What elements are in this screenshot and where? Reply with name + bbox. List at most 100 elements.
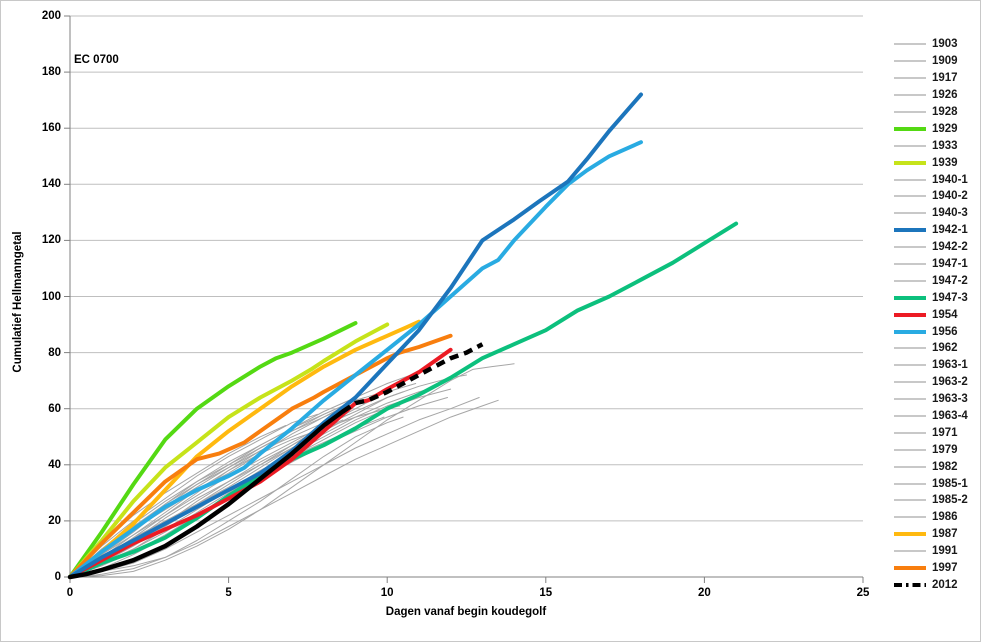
y-tick-label: 120 — [41, 234, 61, 247]
x-tick-label: 5 — [225, 587, 232, 599]
series-line-1929 — [68, 321, 358, 579]
legend-line-sample — [894, 449, 926, 451]
legend-item-1928[interactable]: 1928 — [893, 104, 979, 121]
y-tick-label: 20 — [48, 514, 61, 527]
legend-item-1933[interactable]: 1933 — [893, 137, 979, 154]
legend-item-1909[interactable]: 1909 — [893, 53, 979, 70]
legend-item-1985-1[interactable]: 1985-1 — [893, 475, 979, 492]
legend-label: 1954 — [932, 308, 958, 321]
legend-label: 1939 — [932, 156, 958, 169]
y-tick-label: 40 — [48, 458, 61, 471]
legend-item-1954[interactable]: 1954 — [893, 306, 979, 323]
legend-item-1942-2[interactable]: 1942-2 — [893, 239, 979, 256]
legend-line-sample — [894, 228, 926, 233]
legend-item-1987[interactable]: 1987 — [893, 526, 979, 543]
legend-item-2012[interactable]: 2012 — [893, 577, 979, 594]
legend-item-1963-2[interactable]: 1963-2 — [893, 374, 979, 391]
x-tick-label: 10 — [380, 587, 394, 599]
legend-line-sample — [894, 94, 926, 96]
legend-item-1917[interactable]: 1917 — [893, 70, 979, 87]
legend-line-sample — [894, 126, 926, 131]
legend: 1903 1909 1917 1926 1928 1929 1933 1939 1940-1 19… — [893, 36, 979, 593]
legend-item-1982[interactable]: 1982 — [893, 458, 979, 475]
legend-label: 1929 — [932, 122, 958, 135]
legend-item-1985-2[interactable]: 1985-2 — [893, 492, 979, 509]
legend-label: 1956 — [932, 325, 958, 338]
legend-item-1947-2[interactable]: 1947-2 — [893, 272, 979, 289]
legend-item-1926[interactable]: 1926 — [893, 87, 979, 104]
legend-line-sample — [894, 312, 926, 317]
legend-line-sample — [894, 145, 926, 147]
legend-label: 1979 — [932, 443, 958, 456]
legend-label: 1982 — [932, 460, 958, 473]
legend-item-1942-1[interactable]: 1942-1 — [893, 222, 979, 239]
legend-line-sample — [894, 582, 926, 587]
legend-item-1940-2[interactable]: 1940-2 — [893, 188, 979, 205]
legend-item-1940-1[interactable]: 1940-1 — [893, 171, 979, 188]
legend-label: 1963-1 — [932, 359, 968, 372]
legend-line-sample — [894, 43, 926, 46]
legend-label: 1917 — [932, 72, 958, 85]
legend-line-sample — [894, 111, 926, 113]
series-line-1947-3 — [68, 221, 739, 579]
legend-label: 1903 — [932, 38, 958, 51]
legend-label: 1997 — [932, 562, 958, 575]
series-line-1962 — [69, 399, 499, 578]
legend-label: 1963-2 — [932, 376, 968, 389]
series-line-1987 — [68, 319, 421, 579]
legend-label: 1933 — [932, 139, 958, 152]
series-line-1997 — [68, 333, 453, 579]
x-tick-label: 25 — [856, 587, 870, 599]
legend-item-1956[interactable]: 1956 — [893, 323, 979, 340]
legend-line-sample — [894, 178, 926, 181]
legend-line-sample — [894, 381, 926, 383]
legend-item-1986[interactable]: 1986 — [893, 509, 979, 526]
legend-label: 1962 — [932, 342, 958, 355]
legend-line-sample — [894, 60, 926, 62]
legend-label: 1987 — [932, 528, 958, 541]
legend-item-1962[interactable]: 1962 — [893, 340, 979, 357]
legend-label: 1991 — [932, 545, 958, 558]
legend-line-sample — [894, 566, 926, 571]
legend-label: 1909 — [932, 55, 958, 68]
legend-item-1903[interactable]: 1903 — [893, 36, 979, 53]
legend-item-1947-1[interactable]: 1947-1 — [893, 256, 979, 273]
legend-line-sample — [894, 499, 926, 502]
legend-line-sample — [894, 347, 926, 350]
series-line-1991 — [69, 397, 480, 578]
legend-item-1963-1[interactable]: 1963-1 — [893, 357, 979, 374]
series-line-2012 — [341, 342, 484, 414]
legend-item-1947-3[interactable]: 1947-3 — [893, 289, 979, 306]
y-tick-label: 140 — [41, 178, 61, 191]
legend-label: 1963-3 — [932, 393, 968, 406]
legend-item-1997[interactable]: 1997 — [893, 560, 979, 577]
legend-line-sample — [894, 364, 926, 366]
legend-label: 1963-4 — [932, 410, 968, 423]
legend-item-1971[interactable]: 1971 — [893, 424, 979, 441]
y-tick-label: 160 — [41, 122, 61, 135]
legend-label: 1942-1 — [932, 224, 968, 237]
legend-line-sample — [894, 329, 926, 334]
series-line-2012 — [67, 409, 346, 580]
series-line-1940-2 — [69, 416, 404, 578]
legend-item-1940-3[interactable]: 1940-3 — [893, 205, 979, 222]
legend-label: 1985-2 — [932, 494, 968, 507]
legend-item-1991[interactable]: 1991 — [893, 543, 979, 560]
y-tick-label: 200 — [41, 10, 61, 22]
legend-label: 2012 — [932, 578, 958, 591]
y-tick-label: 0 — [54, 571, 61, 583]
series-line-1956 — [68, 140, 643, 579]
legend-item-1963-3[interactable]: 1963-3 — [893, 391, 979, 408]
legend-line-sample — [894, 516, 926, 518]
legend-item-1963-4[interactable]: 1963-4 — [893, 408, 979, 425]
series-line-1940-1 — [69, 413, 318, 578]
legend-label: 1940-2 — [932, 190, 968, 203]
legend-line-sample — [894, 246, 926, 248]
legend-line-sample — [894, 532, 926, 537]
legend-line-sample — [894, 550, 926, 552]
legend-item-1939[interactable]: 1939 — [893, 154, 979, 171]
legend-item-1979[interactable]: 1979 — [893, 441, 979, 458]
legend-label: 1985-1 — [932, 477, 968, 490]
legend-item-1929[interactable]: 1929 — [893, 120, 979, 137]
